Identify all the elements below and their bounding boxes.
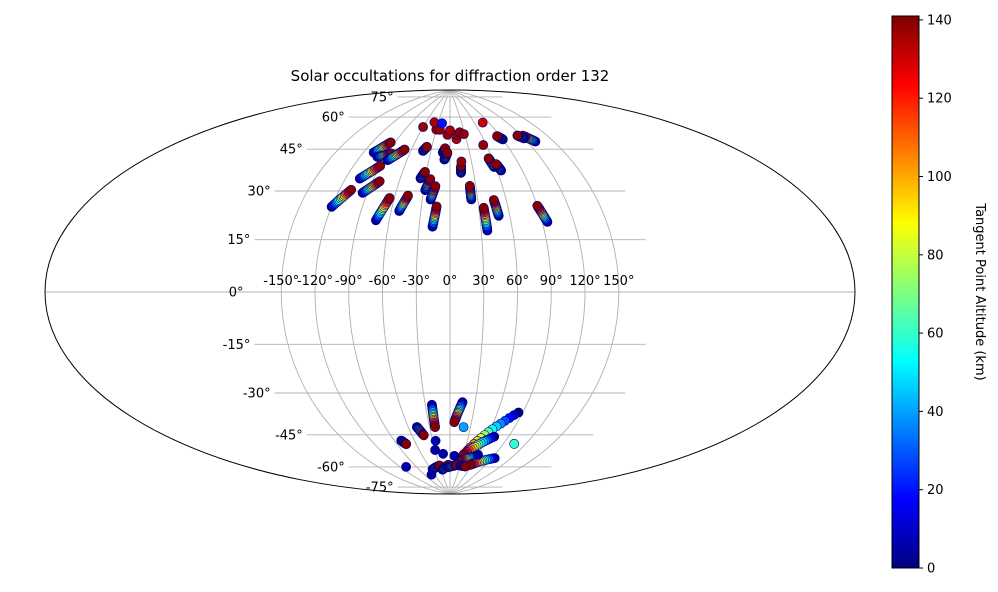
occultation-point xyxy=(384,193,395,203)
colorbar-tick-label: 140 xyxy=(927,13,952,28)
colorbar: 0 20 40 60 80 100 120 140 Tangent Point Altitud… xyxy=(891,13,987,577)
longitude-tick-label: 120° xyxy=(569,274,600,289)
occultation-point xyxy=(418,430,429,441)
occultation-point xyxy=(346,184,357,195)
occultation-point xyxy=(438,448,448,459)
occultation-point xyxy=(437,118,447,129)
longitude-tick-label: 90° xyxy=(540,274,563,289)
occultation-point xyxy=(374,176,385,187)
occultation-point xyxy=(449,417,460,428)
colorbar-tick-label: 100 xyxy=(927,170,952,185)
longitude-tick-label: -90° xyxy=(335,274,363,289)
occultation-point xyxy=(375,160,386,171)
map-boundary xyxy=(44,89,856,495)
occultation-point xyxy=(477,117,488,128)
longitude-tick-label: -120° xyxy=(297,274,333,289)
latitude-tick-label: -30° xyxy=(243,387,271,402)
occultation-point xyxy=(420,166,430,177)
colorbar-tick-label: 40 xyxy=(927,405,944,420)
occultation-point xyxy=(478,140,489,150)
occultation-point xyxy=(421,141,432,152)
occultation-point xyxy=(473,449,483,460)
occultation-point xyxy=(426,469,437,480)
occultation-point xyxy=(458,129,469,139)
latitude-tick-labels: 75° 60° 45° 30° 15° 0° -15° -30° -45° -60° -75° xyxy=(223,90,394,495)
colorbar-tick-label: 120 xyxy=(927,92,952,107)
occultation-point xyxy=(430,422,440,433)
occultation-point xyxy=(460,461,471,472)
longitude-tick-label: 150° xyxy=(603,274,634,289)
occultation-point xyxy=(483,153,494,164)
longitude-tick-label: 60° xyxy=(506,274,529,289)
occultation-point xyxy=(418,122,428,132)
latitude-tick-label: 15° xyxy=(227,233,250,248)
occultation-point xyxy=(491,159,502,170)
latitude-tick-label: 30° xyxy=(248,185,271,200)
colorbar-ticks: 0 20 40 60 80 100 120 140 xyxy=(919,13,952,577)
occultation-point xyxy=(512,130,523,141)
longitude-tick-label: -30° xyxy=(402,274,430,289)
colorbar-tick-label: 0 xyxy=(927,562,935,577)
chart-title: Solar occultations for diffraction order… xyxy=(291,67,610,85)
colorbar-tick-label: 80 xyxy=(927,248,944,263)
occultation-point xyxy=(458,422,469,432)
occultation-point xyxy=(425,174,436,184)
colorbar-gradient xyxy=(891,15,920,569)
longitude-tick-label: -60° xyxy=(369,274,397,289)
occultation-point xyxy=(488,195,499,205)
occultation-point xyxy=(403,190,413,201)
latitude-tick-label: -15° xyxy=(223,338,251,353)
occultation-point xyxy=(456,156,467,167)
longitude-tick-label: -150° xyxy=(263,274,299,289)
colorbar-label: Tangent Point Altitude (km) xyxy=(972,202,987,380)
occultation-point xyxy=(449,450,460,461)
occultation-point xyxy=(399,144,410,155)
latitude-tick-label: -75° xyxy=(366,481,394,496)
occultation-point xyxy=(445,125,455,136)
occultation-point xyxy=(430,435,441,446)
longitude-tick-label: 30° xyxy=(472,274,495,289)
latitude-tick-label: 60° xyxy=(322,111,345,126)
colorbar-tick-label: 60 xyxy=(927,327,944,342)
occultation-point xyxy=(442,147,453,158)
latitude-tick-label: 75° xyxy=(371,90,394,105)
colorbar-tick-label: 20 xyxy=(927,483,944,498)
latitude-tick-label: -60° xyxy=(317,460,345,475)
occultation-point xyxy=(478,202,489,213)
occultation-point xyxy=(385,137,396,148)
occultation-points xyxy=(326,117,553,480)
occultation-point xyxy=(430,181,441,192)
occultation-point xyxy=(401,461,411,472)
occultation-point xyxy=(492,131,502,141)
occultation-point xyxy=(430,445,440,455)
occultation-point xyxy=(509,438,520,449)
longitude-tick-labels: -150°-120° -90° -60° -30° 0° 30° 60° 90° 120° 150… xyxy=(263,274,634,289)
longitude-tick-label: 0° xyxy=(443,274,458,289)
occultation-point xyxy=(401,439,412,450)
occultation-point xyxy=(532,200,543,211)
latitude-tick-label: 0° xyxy=(229,286,244,301)
latitude-tick-label: 45° xyxy=(280,143,303,158)
occultation-point xyxy=(464,180,475,191)
occultation-point xyxy=(431,201,442,212)
latitude-tick-label: -45° xyxy=(275,428,303,443)
